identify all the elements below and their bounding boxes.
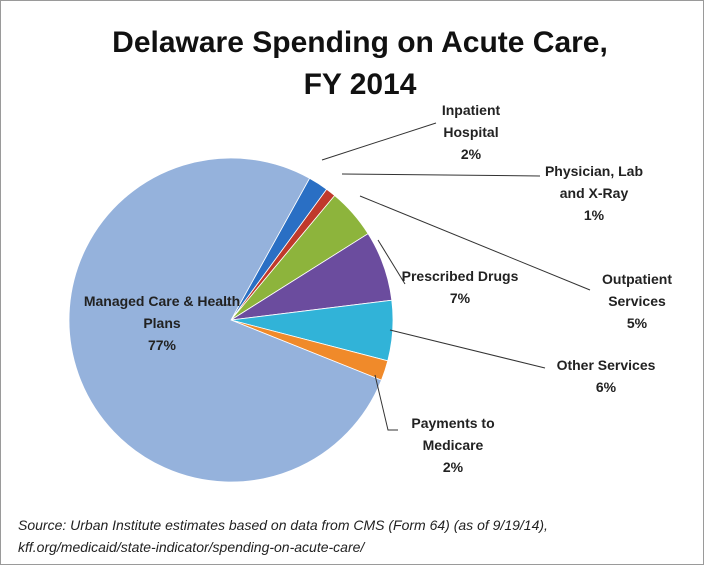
value-label: 2% bbox=[442, 459, 464, 475]
category-name: Physician, Lab and X-Ray bbox=[544, 163, 644, 201]
value-label: 2% bbox=[460, 146, 482, 162]
category-name: Payments to Medicare bbox=[411, 415, 495, 453]
category-name: Inpatient Hospital bbox=[441, 102, 501, 140]
value-label: 6% bbox=[595, 379, 617, 395]
source-note: Source: Urban Institute estimates based … bbox=[18, 517, 548, 555]
leader-line bbox=[341, 173, 541, 177]
leader-line bbox=[389, 329, 546, 369]
slice-label: Outpatient Services 5% bbox=[582, 268, 692, 334]
slice-label: Other Services 6% bbox=[540, 354, 672, 398]
slice-label: Managed Care & Health Plans 77% bbox=[82, 290, 242, 356]
pie-slice bbox=[68, 157, 382, 483]
chart-title: Delaware Spending on Acute Care, FY 2014 bbox=[112, 26, 608, 101]
category-name: Prescribed Drugs bbox=[401, 268, 519, 284]
value-label: 1% bbox=[583, 207, 605, 223]
category-name: Other Services bbox=[556, 357, 656, 373]
leader-lines bbox=[222, 122, 591, 431]
value-label: 77% bbox=[147, 337, 177, 353]
slice-label: Payments to Medicare 2% bbox=[398, 412, 508, 478]
slice-label: Prescribed Drugs 7% bbox=[400, 265, 520, 309]
value-label: 5% bbox=[626, 315, 648, 331]
category-name: Managed Care & Health Plans bbox=[83, 293, 241, 331]
leader-line bbox=[374, 374, 398, 431]
value-label: 7% bbox=[449, 290, 471, 306]
leader-line bbox=[321, 122, 437, 161]
category-name: Outpatient Services bbox=[602, 271, 672, 309]
leader-line bbox=[377, 239, 406, 285]
slice-label: Physician, Lab and X-Ray 1% bbox=[534, 160, 654, 226]
slice-label: Inpatient Hospital 2% bbox=[421, 99, 521, 165]
leader-line bbox=[359, 195, 591, 291]
